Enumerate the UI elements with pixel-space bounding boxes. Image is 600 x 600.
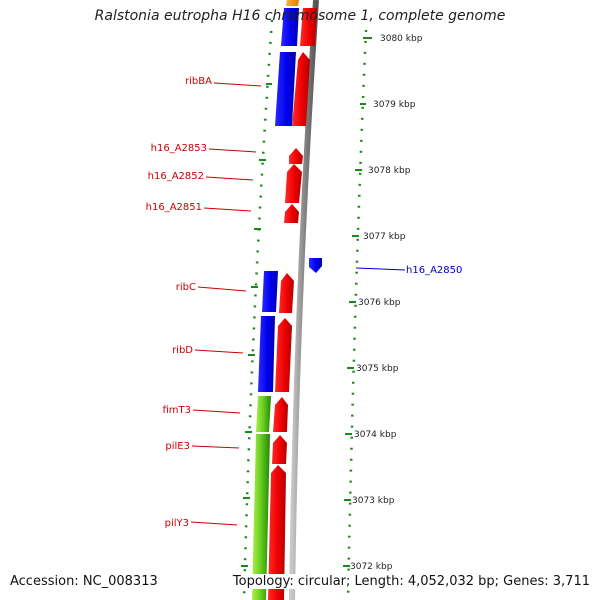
gene-label-fimT3[interactable]: fimT3	[162, 405, 191, 416]
cds-forward-ribD	[275, 318, 292, 392]
connector-h16_A2852	[205, 176, 254, 181]
tick-label-3080: 3080 kbp	[380, 34, 423, 44]
gene-label-ribBA[interactable]: ribBA	[185, 76, 212, 87]
cds-reverse-ribD	[258, 316, 275, 392]
cds-forward-ribBA	[292, 52, 310, 126]
accession-text: Accession: NC_008313	[8, 574, 160, 589]
tick-label-3072: 3072 kbp	[350, 562, 393, 572]
tick-label-3078: 3078 kbp	[368, 166, 411, 176]
cds-reverse-top	[281, 8, 299, 46]
tick-label-3077: 3077 kbp	[363, 232, 406, 242]
tick-label-3075: 3075 kbp	[356, 364, 399, 374]
map-title: Ralstonia eutropha H16 chromosome 1, com…	[94, 8, 506, 24]
tick-label-3079: 3079 kbp	[373, 100, 416, 110]
cds-forward-pilY3	[268, 465, 286, 600]
inner-ring-dashes	[241, 83, 272, 567]
green-feature-upper	[256, 396, 271, 432]
gene-label-h16_A2851[interactable]: h16_A2851	[146, 202, 202, 213]
gene-label-ribD[interactable]: ribD	[172, 345, 193, 356]
gene-label-h16_A2850[interactable]: h16_A2850	[406, 265, 462, 276]
connector-h16_A2851	[203, 207, 252, 212]
connector-ribC	[197, 286, 247, 292]
cds-reverse-ribBA	[275, 52, 296, 126]
connector-h16_A2850	[355, 267, 406, 271]
connector-ribBA	[213, 82, 262, 87]
cds-forward-ribC	[279, 273, 294, 313]
cds-forward-fimT3	[273, 397, 288, 432]
cds-forward-h16_A2852	[285, 164, 302, 203]
connector-pilY3	[190, 521, 238, 526]
gene-label-pilY3[interactable]: pilY3	[165, 518, 189, 529]
cds-reverse-h16_A2850	[309, 258, 322, 273]
topology-text: Topology: circular; Length: 4,052,032 bp…	[230, 574, 592, 589]
gene-label-h16_A2852[interactable]: h16_A2852	[148, 171, 204, 182]
cds-reverse-ribC	[262, 271, 278, 312]
orange-feature	[286, 0, 299, 6]
gene-label-h16_A2853[interactable]: h16_A2853	[151, 143, 207, 154]
gene-label-pilE3[interactable]: pilE3	[165, 441, 190, 452]
gene-label-ribC[interactable]: ribC	[176, 282, 196, 293]
backbone-ring	[289, 0, 319, 600]
tick-label-3076: 3076 kbp	[358, 298, 401, 308]
green-feature-lower	[252, 434, 270, 600]
connector-fimT3	[192, 409, 241, 414]
outer-dotted-ring	[346, 29, 368, 600]
cds-forward-h16_A2851	[284, 204, 299, 223]
cds-forward-top	[300, 8, 317, 46]
cds-forward-h16_A2853	[289, 148, 303, 164]
cds-forward-pilE3	[272, 435, 287, 464]
tick-label-3073: 3073 kbp	[352, 496, 395, 506]
connector-ribD	[194, 349, 244, 354]
connector-h16_A2853	[208, 148, 257, 153]
tick-label-3074: 3074 kbp	[354, 430, 397, 440]
connector-pilE3	[191, 445, 240, 449]
tick-marks	[343, 37, 372, 567]
